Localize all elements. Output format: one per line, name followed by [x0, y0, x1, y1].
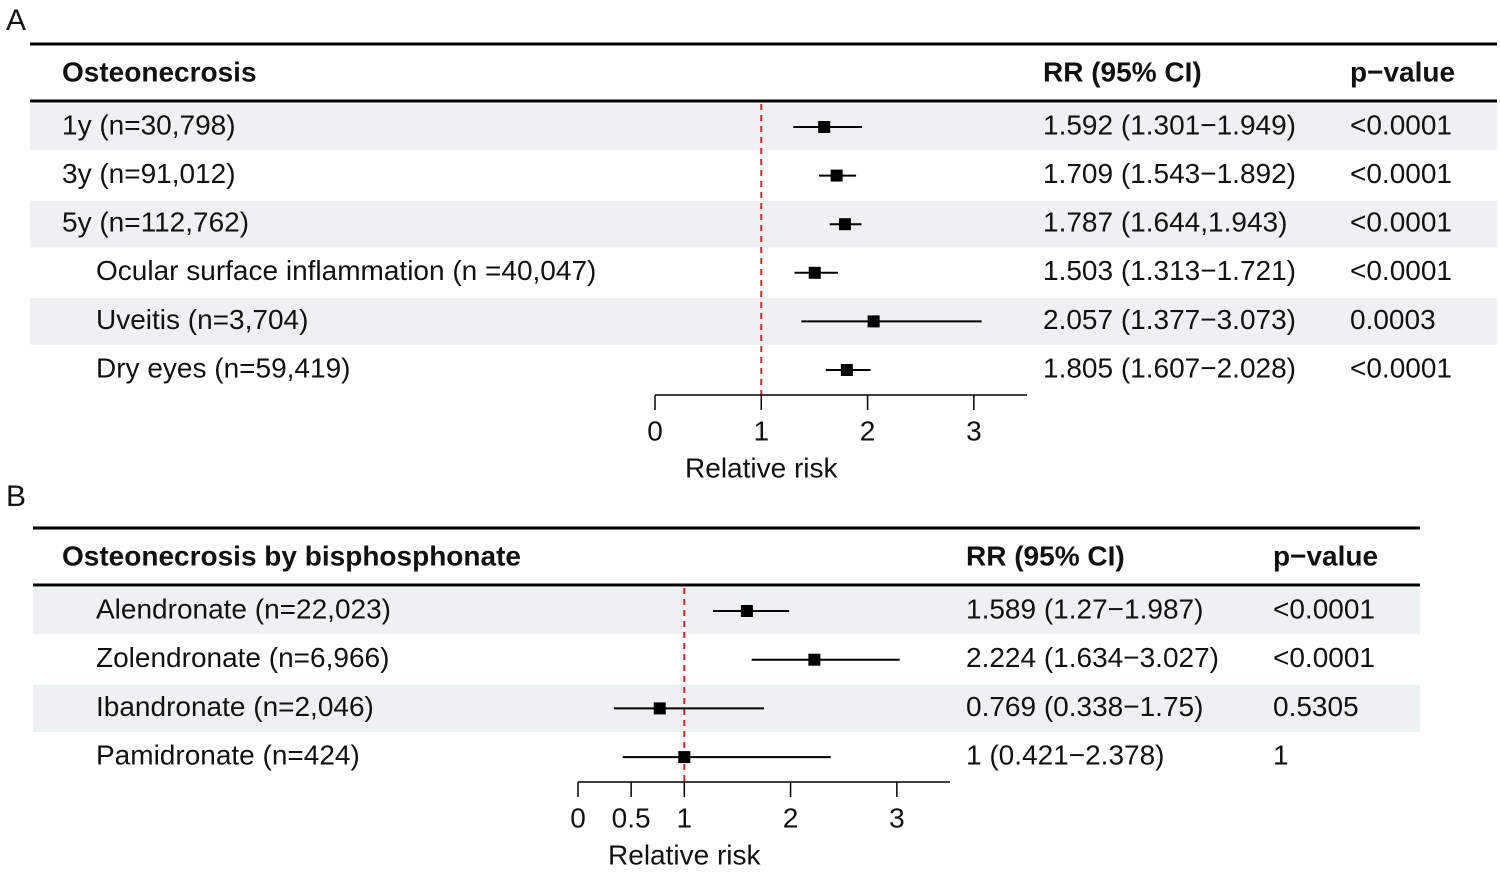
p-value: <0.0001 [1350, 109, 1452, 140]
point-estimate [653, 702, 666, 715]
rr-label: 1.805 (1.607−2.028) [1043, 352, 1296, 383]
header: RR (95% CI) [1043, 56, 1202, 87]
p-value: 0.5305 [1273, 691, 1359, 722]
p-value: <0.0001 [1273, 642, 1375, 673]
row-label: 1y (n=30,798) [62, 109, 236, 140]
row-label: 5y (n=112,762) [62, 207, 249, 238]
p-value: <0.0001 [1350, 207, 1452, 238]
x-tick-label: 0 [647, 415, 663, 446]
x-tick-label: 2 [783, 802, 799, 833]
p-value: <0.0001 [1350, 158, 1452, 189]
point-estimate [808, 266, 821, 279]
point-estimate [840, 364, 853, 376]
rr-label: 1.709 (1.543−1.892) [1043, 158, 1296, 189]
header: RR (95% CI) [966, 540, 1125, 571]
p-value: <0.0001 [1350, 352, 1452, 383]
x-tick-label: 1 [676, 802, 692, 833]
row-label: Pamidronate (n=424) [96, 739, 360, 770]
point-estimate [808, 653, 821, 666]
x-tick-label: 2 [860, 415, 876, 446]
row-label: Uveitis (n=3,704) [96, 304, 308, 335]
rr-label: 0.769 (0.338−1.75) [966, 691, 1203, 722]
p-value: <0.0001 [1273, 593, 1375, 624]
row-stripe [30, 103, 1497, 151]
point-estimate [867, 315, 880, 328]
rr-label: 1.503 (1.313−1.721) [1043, 255, 1296, 286]
rr-label: 1 (0.421−2.378) [966, 739, 1165, 770]
rr-label: 2.057 (1.377−3.073) [1043, 304, 1296, 335]
rr-label: 1.592 (1.301−1.949) [1043, 109, 1296, 140]
p-value: 0.0003 [1350, 304, 1436, 335]
x-tick-label: 3 [966, 415, 982, 446]
x-tick-label: 3 [889, 802, 905, 833]
point-estimate [678, 751, 691, 764]
x-axis-title: Relative risk [685, 452, 838, 483]
x-tick-label: 0.5 [612, 802, 651, 833]
panel-label: B [6, 480, 26, 513]
point-estimate [740, 605, 753, 617]
point-estimate [830, 169, 843, 182]
row-stripe [30, 200, 1497, 248]
panel-label: A [6, 4, 26, 37]
header: p−value [1350, 56, 1455, 87]
point-estimate [838, 218, 851, 231]
rr-label: 1.589 (1.27−1.987) [966, 593, 1203, 624]
row-label: Alendronate (n=22,023) [96, 593, 391, 624]
x-tick-label: 0 [570, 802, 586, 833]
rr-label: 2.224 (1.634−3.027) [966, 642, 1219, 673]
x-tick-label: 1 [753, 415, 769, 446]
row-label: Dry eyes (n=59,419) [96, 352, 350, 383]
row-label: Ibandronate (n=2,046) [96, 691, 374, 722]
header: p−value [1273, 540, 1378, 571]
row-label: Zolendronate (n=6,966) [96, 642, 389, 673]
rr-label: 1.787 (1.644,1.943) [1043, 207, 1287, 238]
row-stripe [30, 298, 1497, 345]
row-label: 3y (n=91,012) [62, 158, 236, 189]
p-value: 1 [1273, 739, 1289, 770]
x-axis-title: Relative risk [608, 839, 761, 870]
header: Osteonecrosis [62, 56, 257, 87]
p-value: <0.0001 [1350, 255, 1452, 286]
row-label: Ocular surface inflammation (n =40,047) [96, 255, 596, 286]
header: Osteonecrosis by bisphosphonate [62, 540, 521, 571]
point-estimate [818, 121, 831, 133]
